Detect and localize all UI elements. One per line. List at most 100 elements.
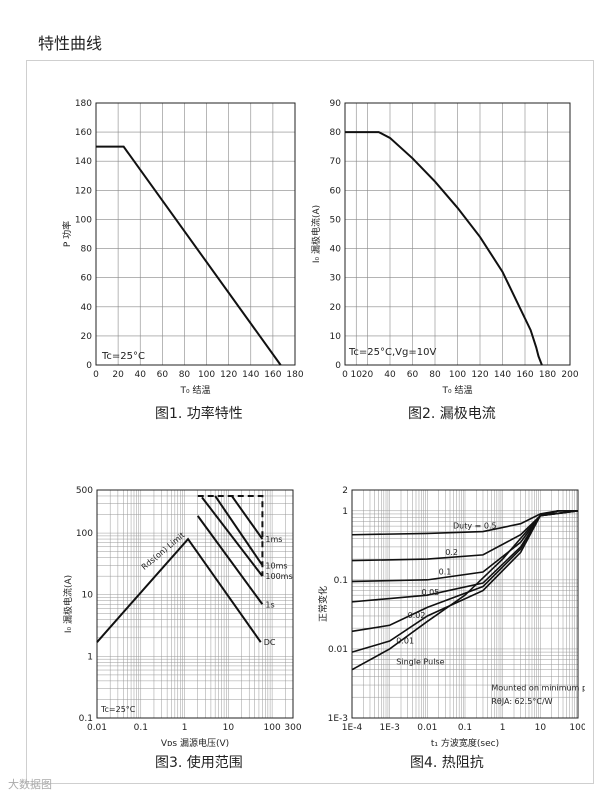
series-line — [214, 495, 264, 566]
x-axis-label: T₀ 结温 — [180, 384, 211, 396]
watermark: 大数据图 — [8, 778, 52, 791]
series-line — [96, 145, 282, 366]
series-label: DC — [264, 638, 276, 647]
chart-caption: 图2. 漏极电流 — [408, 406, 496, 422]
x-tick-label: 10 — [535, 723, 547, 733]
y-tick-label: 180 — [75, 99, 92, 109]
x-tick-label: 160 — [264, 370, 281, 380]
y-tick-label: 140 — [75, 157, 92, 167]
annotation: RθJA: 62.5°C/W — [491, 697, 552, 706]
x-tick-label: 100 — [198, 370, 215, 380]
plot-border — [95, 102, 296, 366]
page-title: 特性曲线 — [38, 34, 103, 53]
x-tick-label: 60 — [157, 370, 169, 380]
series-line — [351, 509, 579, 671]
dashed-limit-line — [197, 494, 264, 577]
y-tick-label: 0.1 — [334, 576, 348, 586]
x-tick-label: 0 — [93, 370, 99, 380]
x-tick-label: 0.01 — [87, 723, 107, 733]
y-tick-label: 500 — [76, 486, 93, 496]
y-axis-label: 正常变化 — [317, 586, 329, 622]
y-tick-label: 80 — [330, 128, 342, 138]
x-tick-label: 100 — [264, 723, 281, 733]
y-tick-label: 40 — [81, 303, 93, 313]
x-tick-label: 100 — [449, 370, 466, 380]
y-tick-label: 1 — [342, 507, 348, 517]
series-label: 100ms — [265, 572, 292, 581]
x-axis-label: t₁ 方波宽度(sec) — [431, 737, 499, 748]
series-label: 1ms — [265, 535, 282, 544]
series-label: 0.1 — [439, 567, 452, 576]
series-label: 10ms — [265, 561, 287, 570]
x-tick-label: 80 — [429, 370, 441, 380]
x-tick-label: 180 — [539, 370, 556, 380]
y-tick-label: 20 — [81, 332, 93, 342]
annotation: Mounted on minimum pad — [491, 684, 585, 693]
x-tick-label: 1E-4 — [342, 723, 363, 733]
x-tick-label: 40 — [384, 370, 396, 380]
x-tick-label: 60 — [407, 370, 419, 380]
series-line — [345, 131, 543, 366]
y-tick-label: 60 — [81, 274, 93, 284]
x-tick-label: 1E-3 — [379, 723, 399, 733]
y-tick-label: 20 — [330, 303, 342, 313]
figure-frame — [26, 60, 594, 784]
x-tick-label: 120 — [220, 370, 237, 380]
annotation: Tc=25°C — [101, 351, 145, 362]
annotation: Tc=25°C — [100, 705, 136, 714]
series-line — [196, 515, 264, 605]
y-tick-label: 160 — [75, 128, 92, 138]
x-axis-label: T₀ 结温 — [442, 384, 473, 396]
plot-border — [96, 489, 294, 719]
series-line — [201, 496, 264, 577]
y-tick-label: 10 — [330, 332, 342, 342]
y-axis-label: P 功率 — [61, 221, 73, 247]
x-tick-label: 160 — [516, 370, 533, 380]
chart-caption: 图3. 使用范围 — [155, 755, 243, 771]
y-tick-label: 100 — [75, 215, 92, 225]
x-tick-label: 20 — [362, 370, 374, 380]
x-tick-label: 20 — [112, 370, 124, 380]
x-tick-label: 40 — [134, 370, 146, 380]
series-line — [351, 509, 578, 603]
plot-border — [344, 102, 571, 366]
chart-caption: 图4. 热阻抗 — [410, 755, 484, 771]
x-axis-label: Vᴅs 漏源电压(V) — [161, 737, 229, 748]
x-tick-label: 10 — [351, 370, 363, 380]
x-tick-label: 1 — [500, 723, 506, 733]
annotation: Tc=25°C,Vg=10V — [348, 347, 436, 358]
x-tick-label: 0.01 — [417, 723, 437, 733]
x-tick-label: 100 — [569, 723, 585, 733]
chart-power: 0 20 40 60 80 100 120 140 160 180 0 20 40 60 80 100 120 1… — [61, 99, 304, 396]
y-tick-label: 30 — [330, 274, 342, 284]
y-tick-label: 1 — [87, 652, 93, 662]
x-tick-label: 200 — [561, 370, 578, 380]
x-tick-label: 80 — [179, 370, 191, 380]
x-tick-label: 10 — [223, 723, 235, 733]
y-tick-label: 0 — [86, 361, 92, 371]
y-tick-label: 0.01 — [328, 645, 348, 655]
y-tick-label: 100 — [76, 529, 93, 539]
x-tick-label: 0.1 — [458, 723, 472, 733]
chart-drain-current: 0 10 20 40 60 80 100 120 140 160 180 20001020304050… — [310, 99, 579, 396]
x-tick-label: 140 — [242, 370, 259, 380]
y-tick-label: 1E-3 — [328, 714, 348, 724]
series-line — [96, 537, 262, 643]
y-tick-label: 2 — [342, 486, 348, 496]
y-tick-label: 70 — [330, 157, 342, 167]
chart-caption: 图1. 功率特性 — [155, 406, 243, 422]
x-tick-label: 180 — [286, 370, 303, 380]
y-tick-label: 40 — [330, 245, 342, 255]
series-label: 0.01 — [396, 636, 414, 645]
series-label: 0.02 — [408, 611, 426, 620]
annotation: Single Pulse — [396, 657, 444, 666]
y-axis-label: I₀ 漏极电流(A) — [62, 575, 74, 633]
series-line — [230, 495, 264, 540]
y-tick-label: 60 — [330, 186, 342, 196]
series-label: Duty = 0.5 — [453, 522, 497, 531]
y-tick-label: 120 — [75, 186, 92, 196]
y-tick-label: 0.1 — [79, 714, 93, 724]
x-tick-label: 300 — [284, 723, 301, 733]
